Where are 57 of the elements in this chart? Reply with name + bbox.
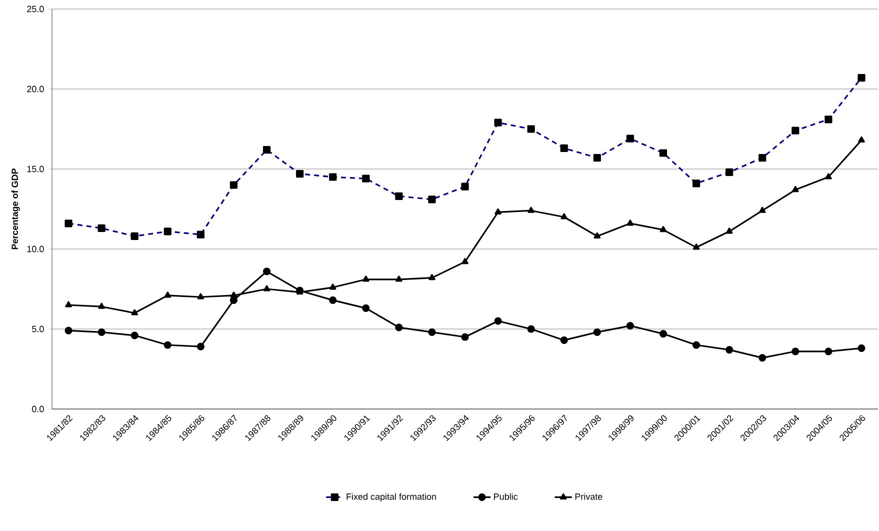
- legend-label: Public: [494, 493, 518, 500]
- point: [329, 296, 337, 304]
- y-tick-label: 25.0: [27, 6, 44, 12]
- point: [329, 284, 336, 290]
- point: [593, 328, 601, 336]
- point: [626, 322, 634, 330]
- point: [131, 309, 138, 316]
- point: [858, 344, 866, 352]
- point: [758, 354, 766, 362]
- point: [858, 136, 865, 142]
- point: [130, 332, 138, 340]
- y-tick-label: 20.0: [27, 86, 44, 92]
- point: [98, 302, 105, 309]
- point: [626, 220, 634, 226]
- point: [528, 206, 534, 213]
- y-tick-label: 0.0: [32, 406, 44, 412]
- point: [164, 341, 172, 349]
- point: [758, 206, 766, 213]
- point: [362, 304, 370, 312]
- point: [428, 328, 436, 336]
- point: [362, 276, 370, 282]
- point: [196, 342, 204, 350]
- point: [64, 326, 72, 334]
- point: [792, 186, 799, 192]
- point: [230, 292, 238, 298]
- point: [262, 268, 271, 276]
- y-axis-title: Percentage of GDP: [11, 168, 20, 250]
- point: [594, 232, 601, 239]
- point: [560, 213, 568, 220]
- point: [263, 285, 270, 292]
- point: [560, 336, 568, 344]
- y-tick-label: 10.0: [27, 246, 44, 252]
- legend-label: Private: [575, 493, 602, 500]
- point: [494, 317, 502, 325]
- point: [660, 226, 667, 232]
- point: [65, 301, 72, 308]
- legend-label: Fixed capital formation: [346, 493, 436, 502]
- point: [792, 348, 800, 356]
- y-tick-label: 5.0: [32, 326, 44, 332]
- point: [659, 330, 668, 338]
- point: [825, 173, 832, 180]
- point: [461, 333, 469, 341]
- point: [692, 244, 700, 250]
- point: [396, 276, 402, 282]
- point: [395, 324, 403, 332]
- point: [164, 292, 172, 298]
- point: [824, 348, 832, 356]
- point: [494, 208, 502, 214]
- point: [726, 346, 734, 354]
- y-tick-label: 15.0: [27, 166, 44, 172]
- point: [692, 341, 700, 349]
- point: [197, 293, 204, 300]
- point: [527, 325, 535, 333]
- point: [98, 328, 106, 336]
- point: [462, 258, 468, 264]
- point: [726, 228, 733, 234]
- point: [428, 274, 436, 280]
